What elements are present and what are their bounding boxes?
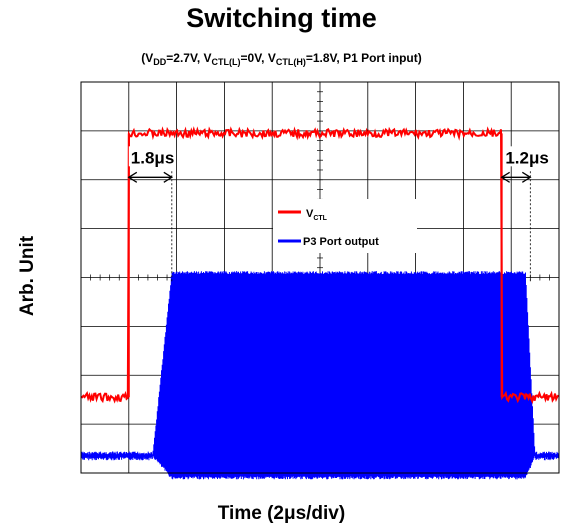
- annotation-label-bg: [128, 146, 173, 167]
- legend-label-vctl: VCTL: [306, 208, 328, 222]
- series-vctl: [80, 126, 560, 405]
- annotation-arrowhead: [500, 171, 510, 183]
- x-axis-label: Time (2μs/div): [217, 503, 346, 524]
- annotation-label-bg: [503, 146, 548, 167]
- annotation-arrowhead: [127, 171, 138, 183]
- legend-label-p3: P3 Port output: [303, 236, 379, 248]
- annotations: 1.8μs 1.2μs: [127, 146, 549, 283]
- traces: [80, 126, 560, 480]
- chart-subtitle: (VDD=2.7V, VCTL(L)=0V, VCTL(H)=1.8V, P1 …: [141, 51, 422, 67]
- annotation-label: 1.2μs: [505, 148, 549, 167]
- chart-title: Switching time: [186, 3, 377, 33]
- plot-border: [80, 81, 560, 474]
- annotation-label: 1.8μs: [131, 148, 175, 167]
- legend-box: [273, 199, 417, 253]
- legend: VCTL P3 Port output: [273, 199, 417, 253]
